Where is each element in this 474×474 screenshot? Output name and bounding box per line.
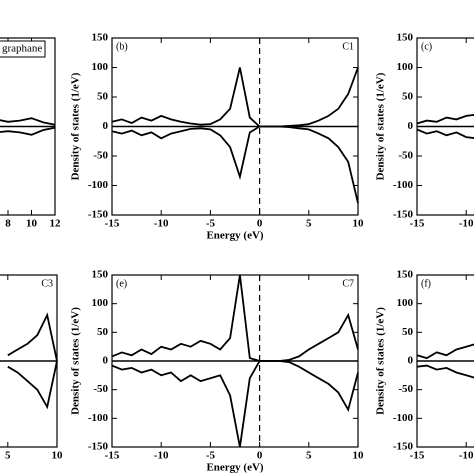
dos-line <box>416 364 474 379</box>
x-tick-label: -5 <box>206 218 216 230</box>
annotation: graphane <box>2 43 42 55</box>
y-tick-label: -50 <box>398 383 413 395</box>
y-tick-label: 100 <box>92 61 109 73</box>
dos-line <box>111 274 359 362</box>
x-tick-label: 0 <box>257 218 263 230</box>
x-tick-label: 0 <box>257 450 263 462</box>
y-tick-label: 0 <box>103 120 109 132</box>
y-axis-label: Density of states (1/eV) <box>70 72 82 180</box>
x-tick-label: -10 <box>459 450 474 462</box>
corner-label: C3 <box>41 278 53 289</box>
y-tick-label: 150 <box>397 32 414 44</box>
x-tick-label: -15 <box>410 218 425 230</box>
x-tick-label: -5 <box>206 450 216 462</box>
y-axis-label: Density of states (1/eV) <box>375 307 387 415</box>
y-tick-label: -100 <box>393 412 414 424</box>
annotation-box <box>0 40 46 58</box>
x-tick-label: 10 <box>353 218 365 230</box>
y-axis-label: Density of states (1/eV) <box>70 307 82 415</box>
y-tick-label: 100 <box>397 61 414 73</box>
x-tick-label: -10 <box>154 218 169 230</box>
y-tick-label: -150 <box>88 209 109 221</box>
x-tick-label: 12 <box>50 218 62 230</box>
panel-label: (f) <box>421 278 431 289</box>
y-tick-label: -100 <box>88 179 109 191</box>
dos-line <box>0 117 56 126</box>
y-tick-label: -100 <box>393 179 414 191</box>
y-tick-label: 100 <box>92 297 109 309</box>
plot-frame <box>0 274 58 448</box>
y-tick-label: 0 <box>103 355 109 367</box>
x-tick-label: 5 <box>5 450 11 462</box>
dos-line <box>111 67 359 128</box>
panel-label: (e) <box>116 278 127 289</box>
x-tick-label: -15 <box>105 218 120 230</box>
y-tick-label: 50 <box>402 91 414 103</box>
dos-line <box>416 114 474 125</box>
dos-line <box>416 343 474 360</box>
x-tick-label: 5 <box>306 218 312 230</box>
x-tick-label: 10 <box>26 218 38 230</box>
x-tick-label: -15 <box>410 450 425 462</box>
x-tick-label: -10 <box>459 218 474 230</box>
y-tick-label: 100 <box>397 297 414 309</box>
y-tick-label: -150 <box>88 441 109 453</box>
y-tick-label: -100 <box>88 412 109 424</box>
x-tick-label: 10 <box>52 450 64 462</box>
y-tick-label: 150 <box>92 32 109 44</box>
y-tick-label: -50 <box>93 150 108 162</box>
x-tick-label: -15 <box>105 450 120 462</box>
dos-line <box>0 126 56 136</box>
y-tick-label: -50 <box>93 383 108 395</box>
dos-line <box>111 125 359 204</box>
corner-label: C7 <box>342 278 354 289</box>
dos-line <box>7 360 58 410</box>
y-tick-label: -150 <box>393 209 414 221</box>
y-tick-label: -50 <box>398 150 413 162</box>
panel-label: (c) <box>421 41 432 52</box>
x-tick-label: 8 <box>5 218 11 230</box>
y-tick-label: 50 <box>97 91 109 103</box>
x-tick-label: 5 <box>306 450 312 462</box>
plot-frame <box>0 37 56 216</box>
y-tick-label: -150 <box>393 441 414 453</box>
dos-line <box>111 360 359 448</box>
x-axis-label: Energy (eV) <box>206 462 263 474</box>
y-tick-label: 150 <box>397 269 414 281</box>
y-tick-label: 0 <box>408 355 414 367</box>
y-tick-label: 150 <box>92 269 109 281</box>
dos-line <box>416 128 474 139</box>
corner-label: C1 <box>342 41 354 52</box>
dos-line <box>7 312 58 362</box>
y-axis-label: Density of states (1/eV) <box>375 72 387 180</box>
y-tick-label: 50 <box>402 326 414 338</box>
y-tick-label: 0 <box>408 120 414 132</box>
x-tick-label: -10 <box>154 450 169 462</box>
y-tick-label: 50 <box>97 326 109 338</box>
x-axis-label: Energy (eV) <box>206 230 263 242</box>
x-tick-label: 10 <box>353 450 365 462</box>
panel-label: (b) <box>116 41 128 52</box>
